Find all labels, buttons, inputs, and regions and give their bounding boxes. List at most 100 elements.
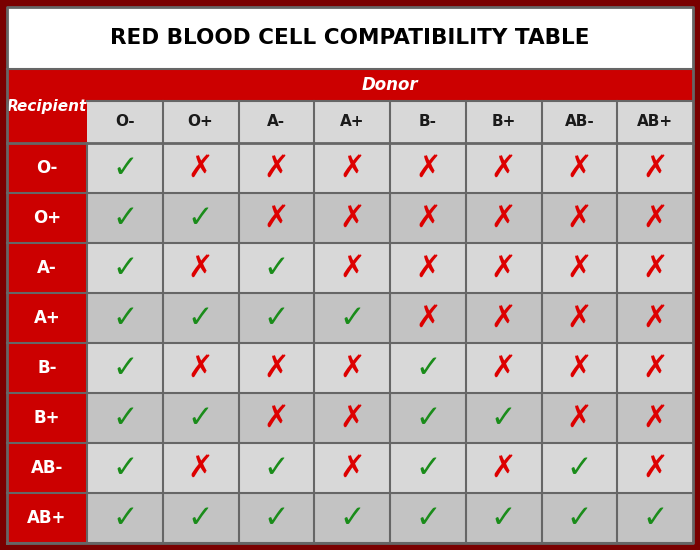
FancyBboxPatch shape — [542, 443, 617, 493]
FancyBboxPatch shape — [542, 393, 617, 443]
Text: ✓: ✓ — [491, 503, 517, 532]
Text: ✗: ✗ — [566, 153, 592, 183]
Text: ✗: ✗ — [643, 254, 668, 283]
Text: ✗: ✗ — [340, 204, 365, 233]
FancyBboxPatch shape — [7, 193, 87, 243]
Text: ✓: ✓ — [415, 503, 440, 532]
FancyBboxPatch shape — [162, 243, 239, 293]
Text: ✗: ✗ — [415, 204, 440, 233]
Text: ✗: ✗ — [643, 354, 668, 382]
FancyBboxPatch shape — [617, 443, 693, 493]
Text: ✗: ✗ — [566, 304, 592, 333]
Text: ✗: ✗ — [340, 404, 365, 432]
FancyBboxPatch shape — [162, 193, 239, 243]
FancyBboxPatch shape — [7, 293, 87, 343]
FancyBboxPatch shape — [466, 143, 542, 193]
FancyBboxPatch shape — [162, 443, 239, 493]
Text: ✓: ✓ — [188, 204, 214, 233]
Text: ✗: ✗ — [340, 254, 365, 283]
FancyBboxPatch shape — [466, 343, 542, 393]
Text: ✗: ✗ — [491, 204, 517, 233]
FancyBboxPatch shape — [617, 143, 693, 193]
FancyBboxPatch shape — [314, 101, 390, 143]
FancyBboxPatch shape — [617, 101, 693, 143]
Text: ✗: ✗ — [566, 254, 592, 283]
FancyBboxPatch shape — [390, 143, 466, 193]
FancyBboxPatch shape — [87, 293, 162, 343]
Text: B+: B+ — [34, 409, 60, 427]
FancyBboxPatch shape — [466, 193, 542, 243]
Text: AB+: AB+ — [27, 509, 66, 527]
FancyBboxPatch shape — [314, 443, 390, 493]
Text: RED BLOOD CELL COMPATIBILITY TABLE: RED BLOOD CELL COMPATIBILITY TABLE — [111, 28, 589, 48]
FancyBboxPatch shape — [466, 101, 542, 143]
FancyBboxPatch shape — [542, 101, 617, 143]
FancyBboxPatch shape — [390, 243, 466, 293]
Text: Donor: Donor — [362, 76, 419, 94]
FancyBboxPatch shape — [314, 243, 390, 293]
FancyBboxPatch shape — [7, 7, 693, 69]
Text: ✗: ✗ — [340, 153, 365, 183]
FancyBboxPatch shape — [7, 143, 87, 193]
Text: ✓: ✓ — [340, 503, 365, 532]
Text: ✓: ✓ — [566, 503, 592, 532]
FancyBboxPatch shape — [390, 193, 466, 243]
Text: ✓: ✓ — [112, 304, 138, 333]
FancyBboxPatch shape — [87, 443, 162, 493]
FancyBboxPatch shape — [466, 243, 542, 293]
FancyBboxPatch shape — [7, 243, 87, 293]
FancyBboxPatch shape — [239, 193, 314, 243]
FancyBboxPatch shape — [542, 243, 617, 293]
FancyBboxPatch shape — [239, 443, 314, 493]
Text: A-: A- — [37, 259, 57, 277]
FancyBboxPatch shape — [87, 393, 162, 443]
Text: ✓: ✓ — [188, 503, 214, 532]
Text: ✓: ✓ — [188, 304, 214, 333]
FancyBboxPatch shape — [7, 69, 87, 143]
FancyBboxPatch shape — [617, 393, 693, 443]
Text: ✓: ✓ — [112, 503, 138, 532]
FancyBboxPatch shape — [87, 493, 162, 543]
FancyBboxPatch shape — [542, 193, 617, 243]
Text: ✗: ✗ — [491, 153, 517, 183]
FancyBboxPatch shape — [390, 343, 466, 393]
FancyBboxPatch shape — [390, 101, 466, 143]
FancyBboxPatch shape — [87, 193, 162, 243]
Text: ✗: ✗ — [491, 304, 517, 333]
Text: ✓: ✓ — [566, 454, 592, 482]
FancyBboxPatch shape — [314, 143, 390, 193]
FancyBboxPatch shape — [239, 293, 314, 343]
Text: Recipient: Recipient — [7, 98, 87, 113]
Text: A+: A+ — [340, 114, 365, 129]
Text: ✗: ✗ — [566, 204, 592, 233]
Text: ✓: ✓ — [643, 503, 668, 532]
FancyBboxPatch shape — [390, 493, 466, 543]
FancyBboxPatch shape — [617, 293, 693, 343]
Text: AB+: AB+ — [637, 114, 673, 129]
FancyBboxPatch shape — [7, 493, 87, 543]
FancyBboxPatch shape — [542, 343, 617, 393]
Text: ✓: ✓ — [264, 454, 289, 482]
FancyBboxPatch shape — [390, 443, 466, 493]
FancyBboxPatch shape — [466, 443, 542, 493]
FancyBboxPatch shape — [87, 143, 162, 193]
FancyBboxPatch shape — [162, 393, 239, 443]
Text: ✗: ✗ — [264, 153, 289, 183]
FancyBboxPatch shape — [87, 69, 693, 101]
FancyBboxPatch shape — [314, 343, 390, 393]
FancyBboxPatch shape — [239, 493, 314, 543]
Text: ✗: ✗ — [643, 304, 668, 333]
FancyBboxPatch shape — [314, 193, 390, 243]
Text: ✓: ✓ — [188, 404, 214, 432]
Text: O-: O- — [115, 114, 134, 129]
Text: ✗: ✗ — [566, 404, 592, 432]
FancyBboxPatch shape — [87, 101, 162, 143]
Text: B+: B+ — [491, 114, 516, 129]
Text: ✓: ✓ — [112, 204, 138, 233]
FancyBboxPatch shape — [617, 343, 693, 393]
Text: ✗: ✗ — [415, 304, 440, 333]
Text: ✗: ✗ — [264, 404, 289, 432]
FancyBboxPatch shape — [239, 101, 314, 143]
Text: ✗: ✗ — [188, 254, 214, 283]
Text: ✓: ✓ — [491, 404, 517, 432]
